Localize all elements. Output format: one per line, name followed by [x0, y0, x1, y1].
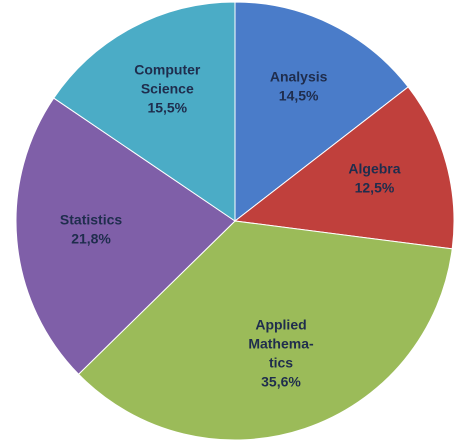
pie-slice	[77, 220, 453, 441]
value-label: 12,5%	[355, 180, 395, 196]
label-line: Science	[141, 80, 194, 96]
slice-label: Analysis	[270, 69, 328, 85]
pie-slice	[15, 97, 236, 375]
value-label: 15,5%	[147, 99, 187, 115]
value-label: 35,6%	[261, 374, 301, 390]
label-line: Mathema-	[248, 336, 314, 352]
label-line: Algebra	[348, 161, 400, 177]
label-line: Analysis	[270, 69, 328, 85]
slice-label: Applied Mathema-tics	[248, 317, 314, 371]
value-label: 21,8%	[71, 230, 111, 246]
slice-label: Algebra	[348, 161, 400, 177]
pie-slice	[53, 1, 236, 222]
label-line: Applied	[255, 317, 306, 333]
label-line: Statistics	[60, 211, 122, 227]
pie-slice	[233, 86, 455, 250]
slice-label: Computer Science	[134, 61, 201, 96]
pie-slice	[234, 1, 409, 223]
value-label: 14,5%	[279, 88, 319, 104]
label-line: tics	[269, 355, 293, 371]
slice-label: Statistics	[60, 211, 122, 227]
label-line: Computer	[134, 61, 201, 77]
